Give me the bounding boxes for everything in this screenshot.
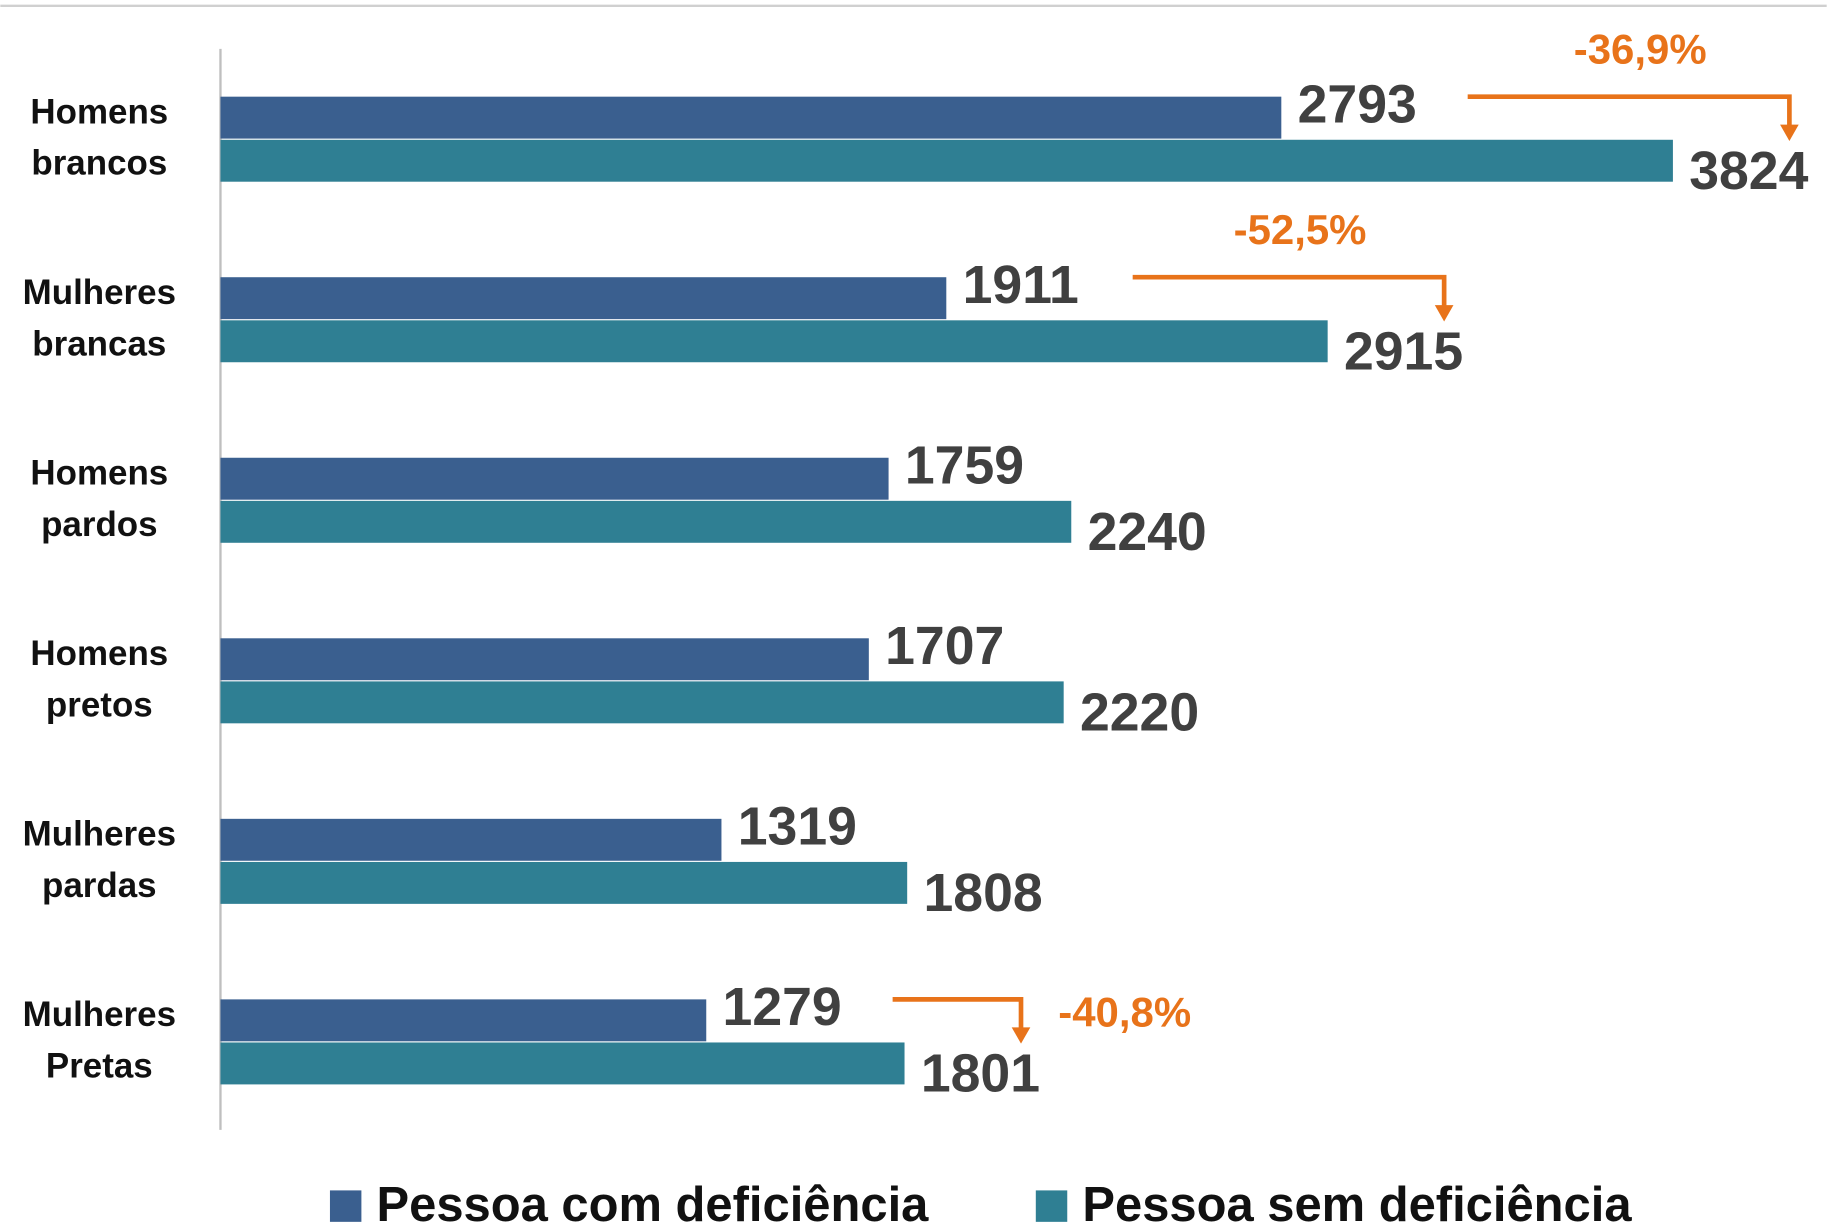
category-label: Homens pretos (30, 634, 169, 725)
annotation-arrow (892, 997, 1024, 1030)
annotation-arrowhead (1434, 305, 1454, 322)
legend-label: Pessoa com deficiência (377, 1178, 930, 1230)
value-label: 1801 (921, 1045, 1040, 1104)
annotation-arrow (1467, 94, 1792, 127)
legend-label: Pessoa sem deficiência (1082, 1178, 1632, 1230)
category-label-box: Mulheres pardas (22, 815, 177, 906)
bar (220, 457, 889, 500)
category-label: Homens pardos (30, 454, 169, 544)
bar (220, 96, 1282, 139)
category-label-box: Homens pretos (30, 634, 169, 725)
value-label: 1911 (963, 256, 1079, 315)
bar (220, 861, 908, 904)
value-label: 2220 (1080, 683, 1199, 742)
value-label: 1759 (905, 437, 1024, 496)
bar (220, 320, 1328, 363)
category-label: Mulheres brancas (22, 273, 177, 364)
value-label: 2240 (1088, 503, 1207, 562)
bar (220, 681, 1064, 724)
bar (220, 500, 1072, 543)
category-label-box: Mulheres Pretas (22, 995, 177, 1086)
annotation-label: -40,8% (1058, 989, 1191, 1036)
value-label: 1707 (885, 617, 1004, 676)
category-label: Mulheres pardas (22, 815, 177, 906)
category-label: Homens brancos (30, 93, 169, 183)
annotation-label: -36,9% (1574, 25, 1707, 72)
value-label: 1808 (923, 864, 1042, 923)
category-label-box: Homens pardos (30, 454, 169, 544)
value-label: 3824 (1689, 142, 1808, 201)
legend-swatch (1035, 1190, 1068, 1222)
category-label-box: Homens brancos (30, 93, 169, 183)
annotation-arrow (1132, 274, 1447, 308)
bar (220, 1042, 905, 1085)
value-label: 2793 (1298, 75, 1417, 134)
annotation-arrowhead (1011, 1027, 1031, 1044)
annotation-label: -52,5% (1234, 206, 1367, 253)
category-label-box: Mulheres brancas (22, 273, 177, 364)
value-label: 1279 (723, 978, 842, 1037)
bar (220, 818, 722, 861)
value-label: 2915 (1344, 322, 1463, 381)
annotation-arrowhead (1780, 124, 1799, 141)
value-label: 1319 (738, 798, 857, 857)
legend-swatch (329, 1190, 362, 1222)
bar (220, 999, 707, 1042)
category-label: Mulheres Pretas (22, 995, 177, 1086)
bar (220, 277, 947, 320)
bar (220, 638, 869, 681)
bar (220, 139, 1673, 182)
